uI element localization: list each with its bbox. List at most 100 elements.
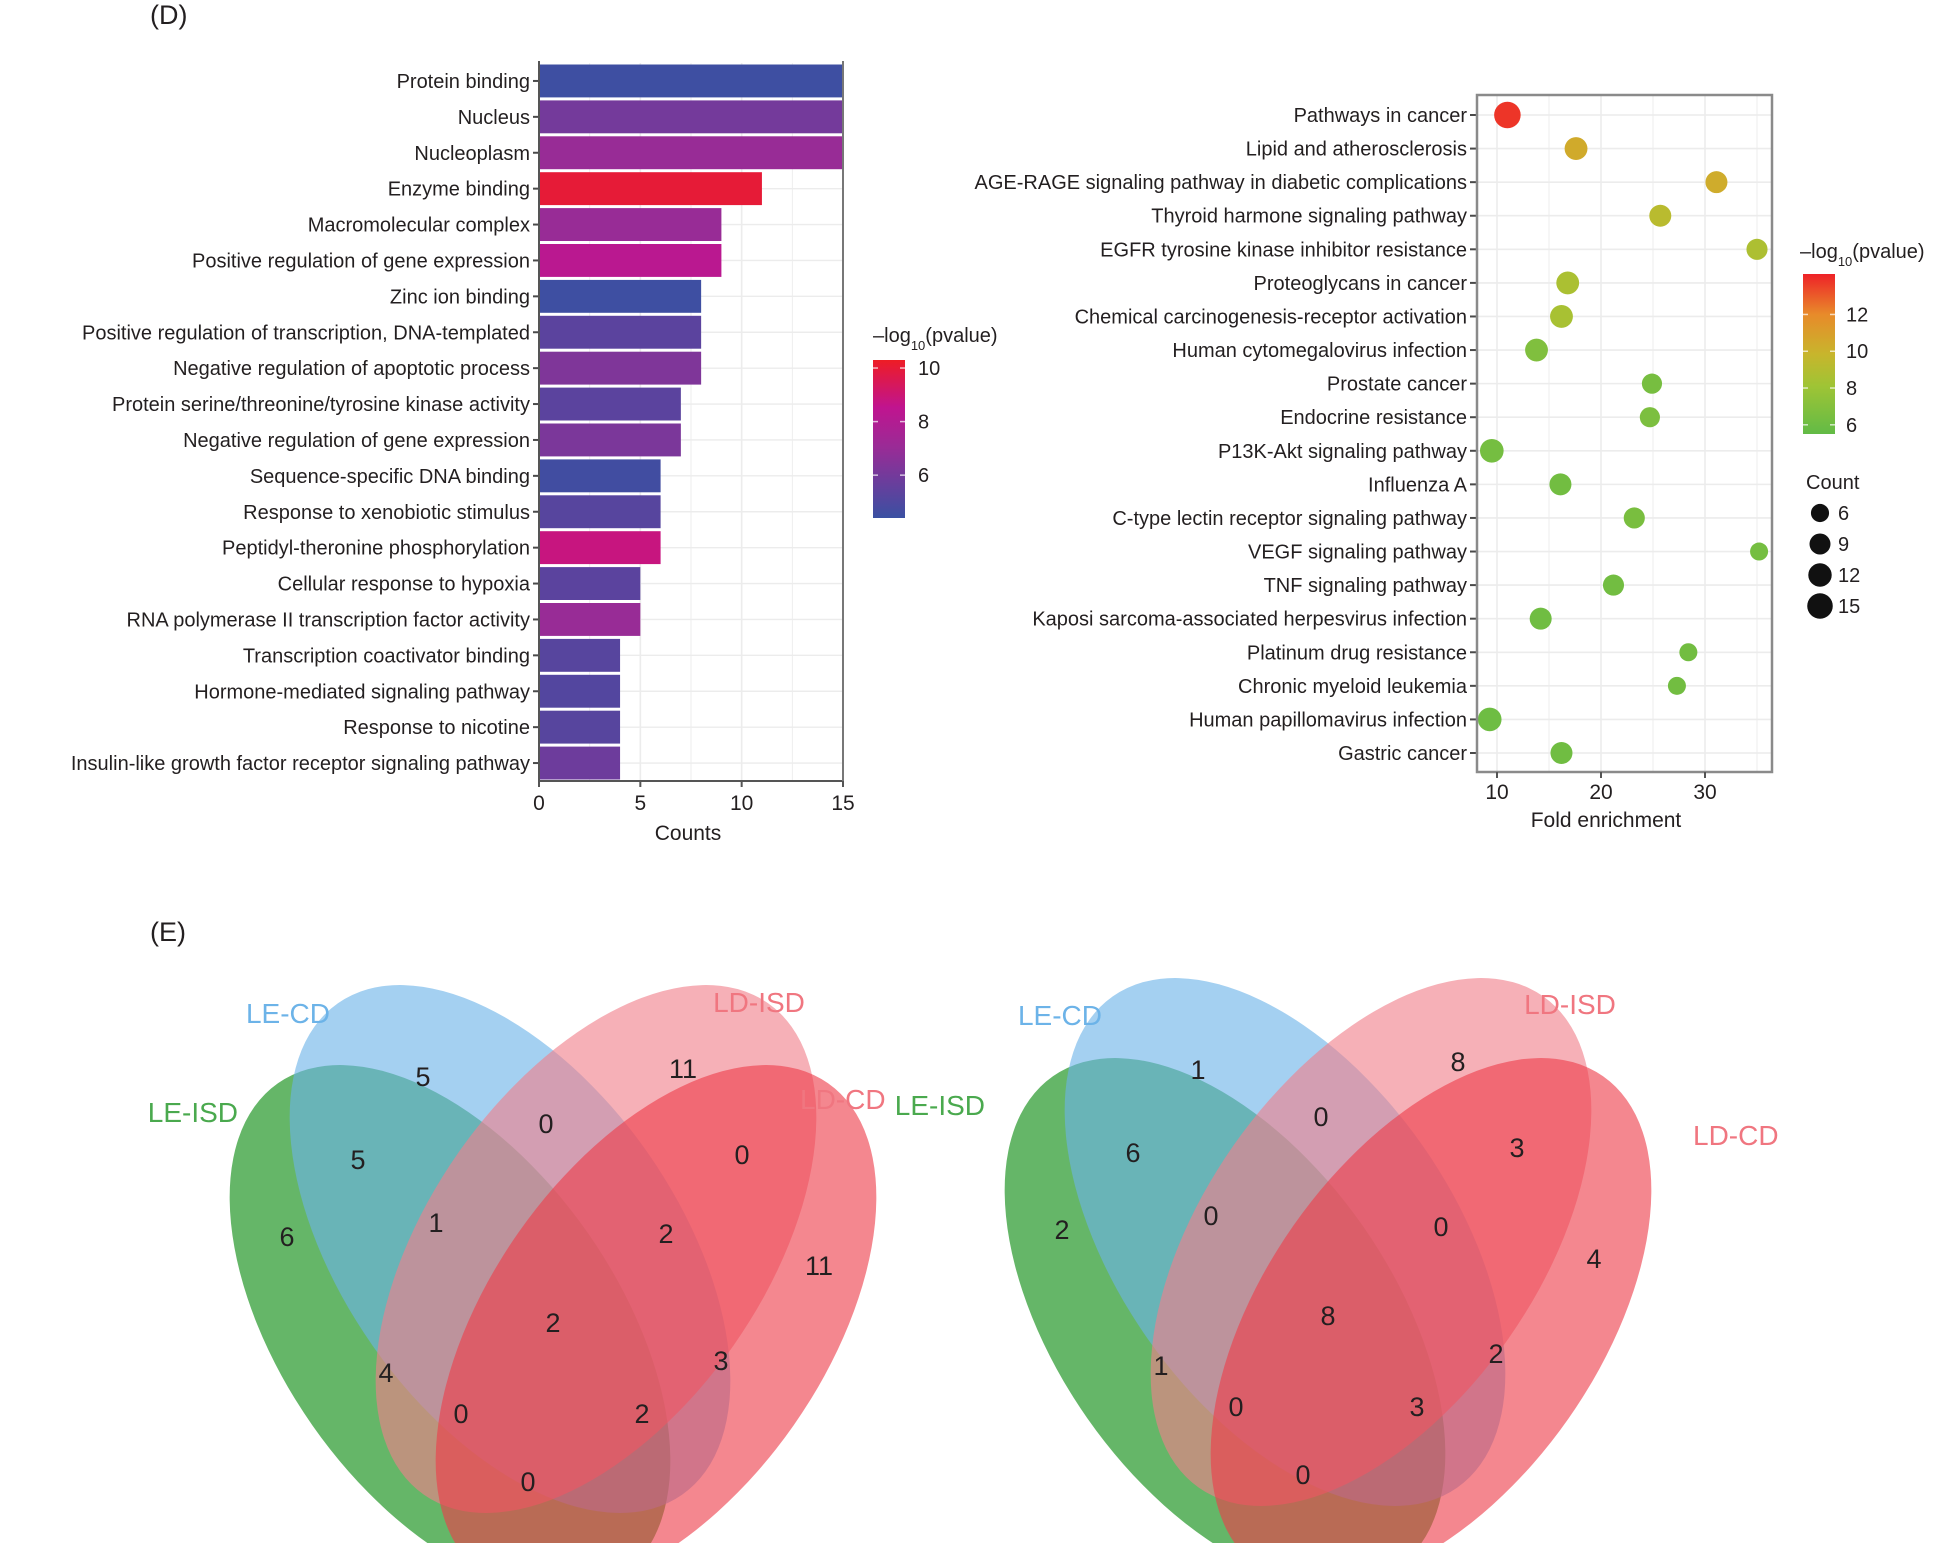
bar: [539, 315, 702, 349]
venn-set-label-ld-cd: LD-CD: [800, 1084, 886, 1115]
bar: [539, 495, 661, 529]
bar-cbar-tick-label: 10: [918, 358, 940, 380]
venn-region-count: 8: [1320, 1301, 1335, 1331]
venn-region-count: 4: [378, 1358, 393, 1388]
venn-region-count: 2: [634, 1399, 649, 1429]
venn-region-count: 0: [538, 1109, 553, 1139]
venn-set-label-ld-isd: LD-ISD: [1524, 989, 1616, 1020]
venn-set-ld-cd: [1210, 1058, 1652, 1543]
venn-region-count: 1: [1190, 1055, 1205, 1085]
dot-category-label: TNF signaling pathway: [1264, 575, 1467, 597]
count-legend-label: 15: [1838, 596, 1860, 618]
dot-point: [1494, 101, 1521, 129]
bar: [539, 423, 681, 457]
count-legend-dot: [1810, 503, 1830, 523]
venn-region-count: 8: [1450, 1047, 1465, 1077]
dot-x-axis-title: Fold enrichment: [1531, 809, 1682, 832]
venn-region-count: 2: [658, 1219, 673, 1249]
venn-region-count: 0: [1228, 1392, 1243, 1422]
venn-region-count: 0: [520, 1467, 535, 1497]
dot-cbar-tick-label: 6: [1846, 415, 1857, 437]
bar-colorbar: –log10(pvalue) 10 8 6: [873, 325, 998, 518]
dot-category-label: Platinum drug resistance: [1247, 642, 1467, 664]
venn-region-count: 11: [805, 1251, 833, 1281]
dot-point: [1750, 542, 1769, 561]
venn-region-count: 3: [713, 1346, 728, 1376]
bar: [539, 64, 843, 98]
bar-category-label: Cellular response to hypoxia: [278, 574, 531, 596]
go-bar-chart: Protein binding Nucleus Nucleoplasm Enzyme …: [71, 61, 998, 845]
bar: [539, 172, 762, 206]
bar-category-label: Protein binding: [397, 71, 530, 93]
dot-category-label: VEGF signaling pathway: [1248, 542, 1467, 564]
bar-x-tick-label: 15: [831, 792, 854, 815]
bar: [539, 603, 641, 636]
venn-set-label-le-isd: LE-ISD: [148, 1097, 238, 1128]
dot-plot-frame: [1475, 93, 1774, 774]
bar: [539, 746, 621, 780]
venn-set-label-le-isd: LE-ISD: [895, 1090, 985, 1121]
dot-x-tick-label: 10: [1485, 781, 1508, 804]
dot-category-label: Lipid and atherosclerosis: [1246, 139, 1467, 161]
bar-category-label: Macromolecular complex: [308, 215, 530, 237]
bar-series: [539, 64, 843, 780]
dot-grid: [1477, 95, 1772, 772]
bar-category-label: Transcription coactivator binding: [243, 645, 530, 667]
dot-point: [1529, 607, 1552, 630]
panel-label-d: (D): [150, 0, 187, 30]
venn-region-count: 6: [1125, 1138, 1140, 1168]
dot-x-ticks: 10 20 30: [1485, 772, 1717, 804]
bar-category-label: Response to nicotine: [343, 717, 530, 739]
dot-point: [1602, 574, 1625, 596]
bar-category-label: Negative regulation of apoptotic process: [173, 358, 530, 380]
venn-region-count: 1: [1153, 1351, 1168, 1381]
dot-y-labels: Pathways in cancer Lipid and atherosclero…: [975, 105, 1477, 765]
dot-category-label: Human papillomavirus infection: [1189, 709, 1467, 731]
dot-cbar-tick-label: 12: [1846, 304, 1868, 326]
panel-label-e: (E): [150, 917, 186, 947]
venn-region-count: 0: [734, 1140, 749, 1170]
bar-x-ticks: 0 5 10 15: [533, 781, 855, 815]
dot-point: [1549, 473, 1572, 496]
dot-point: [1746, 238, 1768, 260]
bar-grid: [538, 63, 844, 781]
dot-category-label: Chronic myeloid leukemia: [1238, 676, 1468, 698]
bar: [539, 351, 702, 385]
dot-point: [1623, 507, 1645, 529]
venn-set-ld-cd: [435, 1065, 877, 1543]
bar-category-label: Sequence-specific DNA binding: [250, 466, 530, 488]
dot-point: [1556, 271, 1580, 295]
venn-region-count: 0: [1313, 1102, 1328, 1132]
venn-region-count: 0: [453, 1399, 468, 1429]
dot-point: [1667, 676, 1686, 695]
venn-region-count: 3: [1409, 1392, 1424, 1422]
bar-category-label: Zinc ion binding: [390, 286, 530, 308]
bar-category-label: Hormone-mediated signaling pathway: [194, 681, 530, 703]
dot-colorbar: –log10(pvalue) 12 10 8 6: [1800, 241, 1925, 437]
dot-category-label: Endocrine resistance: [1280, 407, 1467, 429]
bar-colorbar-gradient: [873, 360, 905, 518]
bar-colorbar-ticks: 10 8 6: [873, 358, 940, 487]
bar-category-label: Positive regulation of gene expression: [192, 250, 530, 272]
dot-category-label: EGFR tyrosine kinase inhibitor resistanc…: [1100, 239, 1467, 261]
dot-point: [1477, 707, 1502, 732]
venn-region-count: 0: [1203, 1201, 1218, 1231]
venn-set-label-le-cd: LE-CD: [1018, 1000, 1102, 1031]
count-legend-dot: [1807, 593, 1833, 619]
dot-category-label: Gastric cancer: [1338, 743, 1467, 765]
venn-region-count: 6: [279, 1222, 294, 1252]
bar-y-labels: Protein binding Nucleus Nucleoplasm Enzyme …: [71, 71, 531, 775]
venn-region-count: 11: [669, 1054, 697, 1084]
dot-category-label: C-type lectin receptor signaling pathway: [1112, 508, 1467, 530]
venn-region-count: 2: [545, 1308, 560, 1338]
venn-region-count: 2: [1488, 1339, 1503, 1369]
bar: [539, 208, 722, 241]
venn-region-count: 4: [1586, 1244, 1601, 1274]
dot-point: [1479, 438, 1504, 463]
bar-x-tick-label: 0: [533, 792, 545, 815]
bar-colorbar-title: –log10(pvalue): [873, 325, 998, 353]
bar: [539, 674, 621, 708]
